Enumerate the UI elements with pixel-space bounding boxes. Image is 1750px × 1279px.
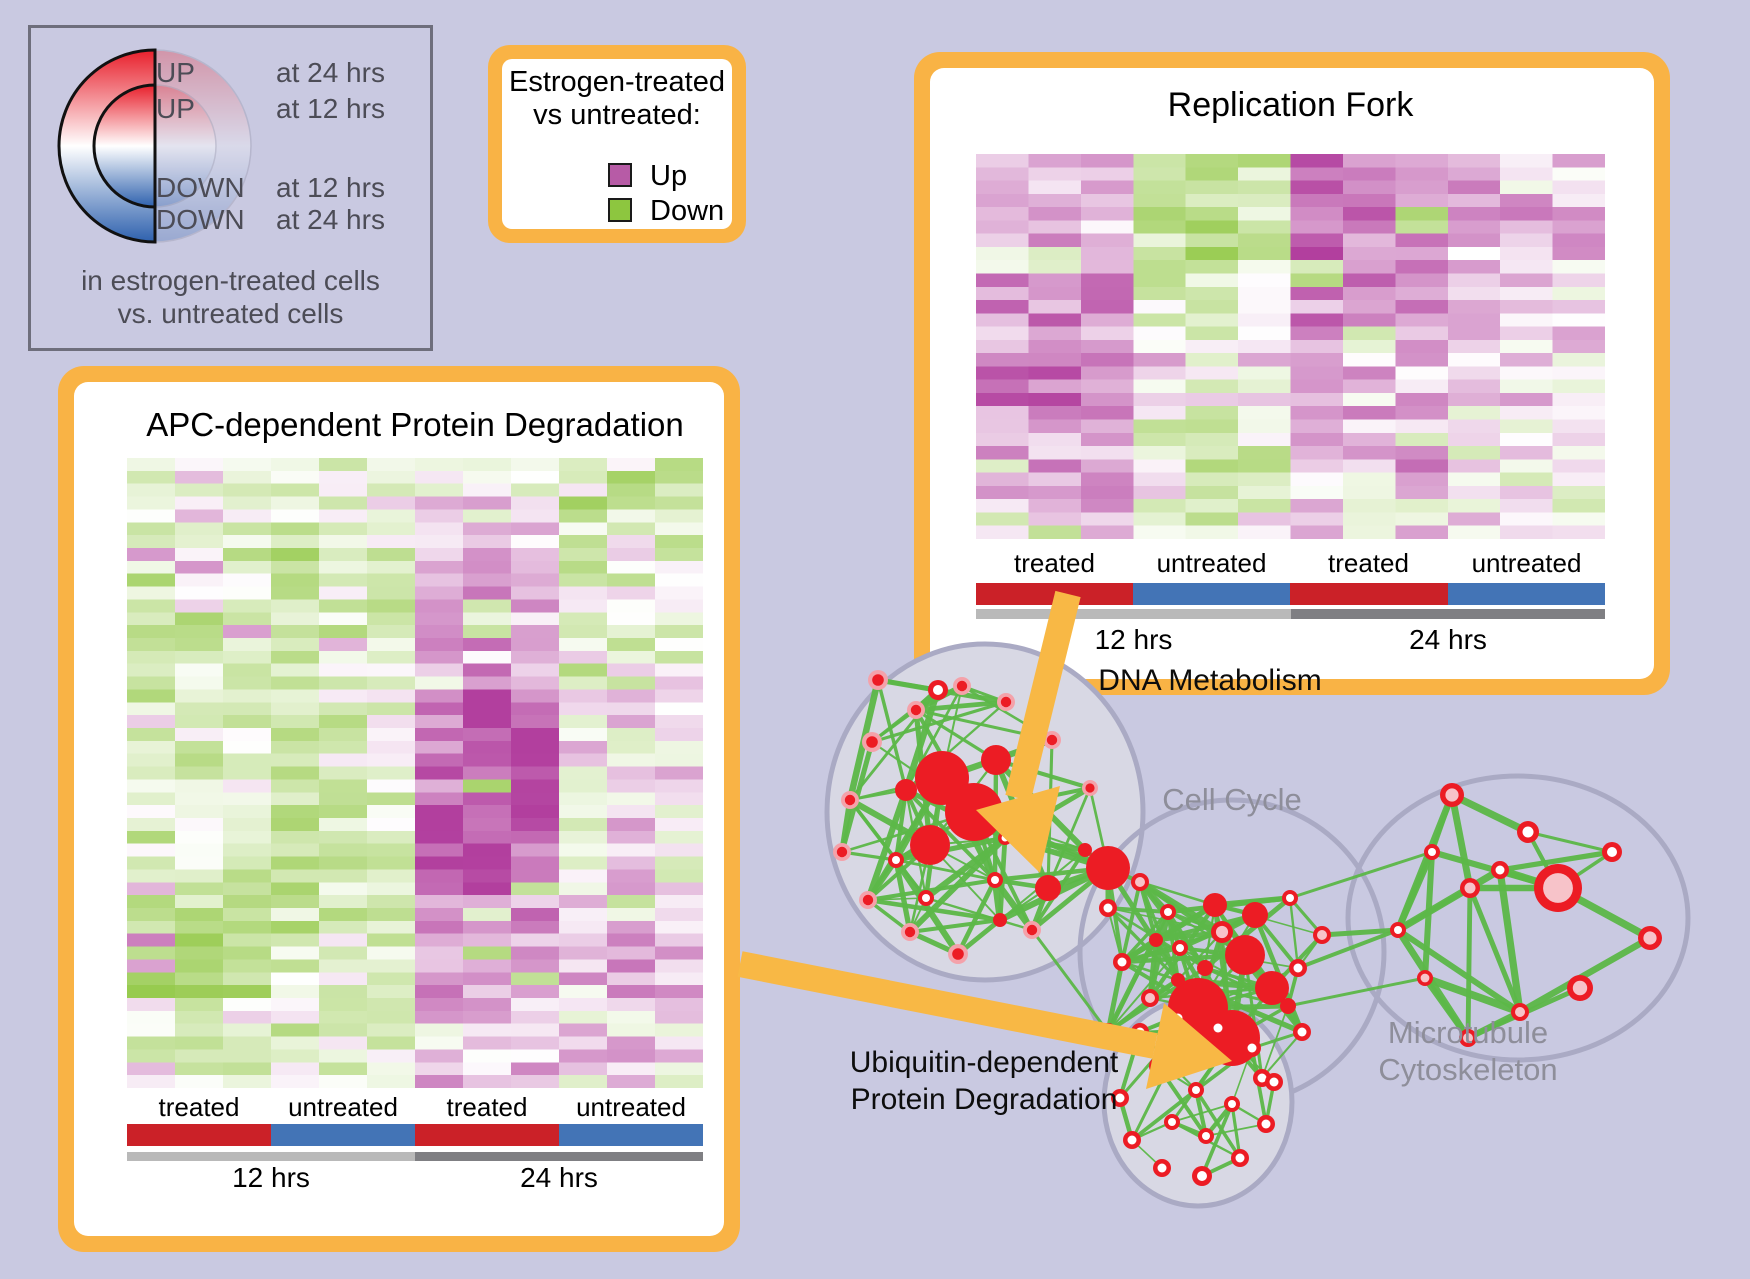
legend-direction: DOWN: [156, 204, 245, 235]
legend-row-up24: UP at 24 hrs: [156, 58, 385, 88]
up-color-swatch: [608, 163, 632, 187]
rf-24hr-bar: [1291, 609, 1605, 619]
apc-24hr-bar: [415, 1152, 703, 1161]
rf-12hr-label: 12 hrs: [1094, 624, 1173, 655]
rf-group-label-1: untreated: [1156, 548, 1267, 578]
rf-group-label-3: untreated: [1471, 548, 1582, 578]
apc-untreated-bar-24: [559, 1124, 703, 1146]
updown-legend-title-line2: vs untreated:: [533, 99, 701, 131]
legend-row-up12: UP at 12 hrs: [156, 94, 385, 124]
rf-untreated-bar-12: [1133, 583, 1290, 605]
legend-direction: UP: [156, 93, 195, 124]
apc-24hr-label: 24 hrs: [520, 1162, 598, 1193]
rf-12hr-bar: [976, 609, 1291, 619]
up-swatch-label: Up: [650, 160, 688, 192]
ubiquitin-label-line1: Ubiquitin-dependent: [849, 1046, 1119, 1079]
apc-title: APC-dependent Protein Degradation: [146, 406, 684, 443]
down-color-swatch: [608, 198, 632, 222]
rf-group-label-0: treated: [1014, 548, 1095, 578]
legend-time: at 24 hrs: [276, 204, 385, 235]
apc-12hr-label: 12 hrs: [232, 1162, 310, 1193]
rf-treated-bar-24: [1290, 583, 1448, 605]
apc-treated-bar-24: [415, 1124, 559, 1146]
legend-time: at 24 hrs: [276, 57, 385, 88]
rf-to-dna-arrow: [976, 590, 1081, 873]
updown-circles-glyph: [57, 48, 252, 244]
down-swatch-label: Down: [650, 195, 725, 227]
apc-group-label-3: untreated: [576, 1092, 686, 1122]
legend-row-down12: DOWN at 12 hrs: [156, 173, 385, 203]
apc-group-label-1: untreated: [288, 1092, 398, 1122]
apc-group-label-2: treated: [446, 1092, 528, 1122]
apc-12hr-bar: [127, 1152, 415, 1161]
legend-direction: UP: [156, 57, 195, 88]
apc-heatmap: [127, 458, 703, 1088]
cell-cycle-label: Cell Cycle: [1162, 782, 1302, 817]
apc-treated-bar-12: [127, 1124, 271, 1146]
apc-to-ubiquitin-arrow: [737, 951, 1232, 1089]
dna-metabolism-label: DNA Metabolism: [1098, 664, 1322, 697]
rf-treated-bar-12: [976, 583, 1133, 605]
updown-legend-title-line1: Estrogen-treated: [508, 66, 725, 98]
apc-group-label-0: treated: [158, 1092, 240, 1122]
apc-untreated-bar-12: [271, 1124, 415, 1146]
rf-group-label-2: treated: [1328, 548, 1409, 578]
network-nodes: [833, 670, 1662, 1186]
microtubule-label-line1: Microtubule: [1387, 1015, 1549, 1050]
circle-legend-box: UP at 24 hrs UP at 12 hrs DOWN at 12 hrs…: [28, 25, 433, 351]
replication-fork-heatmap: [976, 154, 1605, 539]
legend-caption-line1: in estrogen-treated cells: [81, 265, 380, 296]
legend-time: at 12 hrs: [276, 93, 385, 124]
legend-time: at 12 hrs: [276, 172, 385, 203]
microtubule-label-line2: Cytoskeleton: [1378, 1052, 1558, 1087]
legend-direction: DOWN: [156, 172, 245, 203]
legend-caption-line2: vs. untreated cells: [117, 298, 344, 329]
rf-untreated-bar-24: [1448, 583, 1605, 605]
rf-24hr-label: 24 hrs: [1409, 624, 1487, 655]
ubiquitin-label-line2: Protein Degradation: [850, 1083, 1118, 1116]
legend-row-down24: DOWN at 24 hrs: [156, 205, 385, 235]
replication-fork-title: Replication Fork: [1167, 86, 1414, 124]
